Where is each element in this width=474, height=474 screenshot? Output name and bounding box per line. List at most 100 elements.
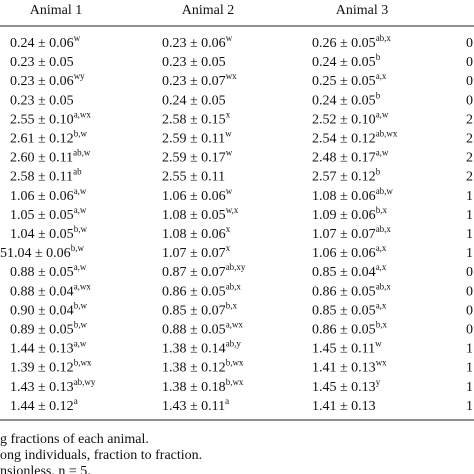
cell-value: 2.59 ± 0.11 [162, 132, 225, 147]
cell-superscript: a,w [74, 205, 87, 215]
table-cell: 0.24 ± 0.05 [162, 94, 226, 109]
table-cell: 2 [466, 151, 473, 166]
column-header: Animal 1 [30, 3, 83, 18]
column-header: Animal 2 [182, 3, 235, 18]
table-cell: 1.07 ± 0.07x [162, 243, 231, 261]
cell-value: 2 [466, 113, 473, 128]
table-cell: 2.55 ± 0.11 [162, 170, 225, 185]
table-cell: 1 [466, 246, 473, 261]
cell-value: 0 [466, 304, 473, 319]
cell-superscript: a,x [376, 71, 387, 81]
table-cell: 1.38 ± 0.14ab,y [162, 339, 241, 357]
table-cell: 0.85 ± 0.07b,x [162, 300, 237, 318]
table-cell: 0 [466, 304, 473, 319]
cell-value: 2.48 ± 0.17 [312, 151, 376, 166]
cell-value: 0.24 ± 0.06 [10, 36, 74, 51]
cell-superscript: ab,x [376, 281, 392, 291]
cell-value: 0.88 ± 0.05 [162, 323, 226, 338]
table-cell: 0.86 ± 0.05b,x [312, 320, 387, 338]
cell-value: 2.57 ± 0.12 [312, 170, 376, 185]
cell-superscript: ab,wx [376, 129, 398, 139]
cell-superscript: ab,x [376, 224, 392, 234]
table-cell: 0 [466, 265, 473, 280]
cell-value: 1.06 ± 0.06 [162, 189, 226, 204]
table-cell: 0.87 ± 0.07ab,xy [162, 262, 246, 280]
table-cell: 0.23 ± 0.05 [10, 55, 74, 70]
cell-value: 1 [466, 189, 473, 204]
table-cell: 1.41 ± 0.13wx [312, 358, 387, 376]
cell-value: 1.44 ± 0.13 [10, 342, 74, 357]
table-cell: 1.45 ± 0.13y [312, 377, 381, 395]
cell-value: 0 [466, 285, 473, 300]
table-cell: 0.23 ± 0.05 [10, 94, 74, 109]
cell-value: 2 [466, 170, 473, 185]
cell-value: 0.24 ± 0.05 [312, 94, 376, 109]
cell-value: 2.59 ± 0.17 [162, 151, 226, 166]
cell-superscript: b,w [74, 129, 88, 139]
table-cell: 0 [466, 55, 473, 70]
table-cell: 1.09 ± 0.06b,x [312, 205, 387, 223]
cell-superscript: b,wx [226, 377, 244, 387]
cell-value: 2.55 ± 0.11 [162, 170, 225, 185]
cell-superscript: x [226, 224, 231, 234]
cell-value: 1.07 ± 0.07 [162, 246, 226, 261]
cell-value: 0.23 ± 0.05 [162, 55, 226, 70]
footnote: nsionless. n = 5. [0, 464, 91, 474]
cell-value: 0.86 ± 0.05 [312, 285, 376, 300]
cell-superscript: a,wx [74, 281, 92, 291]
cell-value: 0 [466, 36, 473, 51]
cell-superscript: b,x [226, 300, 238, 310]
cell-superscript: ab,wy [74, 377, 96, 387]
cell-superscript: w [74, 33, 81, 43]
table-cell: 1 [466, 189, 473, 204]
table-cell: 1.05 ± 0.05a,w [10, 205, 87, 223]
table-cell: 0.88 ± 0.05a,wx [162, 320, 243, 338]
cell-superscript: x [226, 109, 231, 119]
cell-value: 1.08 ± 0.06 [162, 227, 226, 242]
table-cell: 0.23 ± 0.06wy [10, 71, 85, 89]
cell-value: 1 [466, 342, 473, 357]
cell-value: 2.52 ± 0.10 [312, 113, 376, 128]
cell-value: 1 [466, 227, 473, 242]
cell-value: 0.88 ± 0.04 [10, 285, 74, 300]
cell-superscript: b,wx [74, 358, 92, 368]
cell-value: 1.08 ± 0.05 [162, 208, 226, 223]
cell-value: 1.05 ± 0.05 [10, 208, 74, 223]
table-cell: 2.48 ± 0.17a,w [312, 148, 389, 166]
cell-value: 1.06 ± 0.06 [312, 246, 376, 261]
cell-value: 0 [466, 323, 473, 338]
cell-superscript: ab [73, 167, 82, 177]
cell-value: 1 [466, 361, 473, 376]
cell-superscript: wy [74, 71, 85, 81]
cell-value: 1.43 ± 0.11 [162, 399, 225, 414]
cell-value: 0.85 ± 0.05 [312, 304, 376, 319]
cell-value: 0.88 ± 0.05 [10, 265, 74, 280]
table-cell: 1.06 ± 0.06a,x [312, 243, 387, 261]
cell-value: 0.23 ± 0.07 [162, 74, 226, 89]
table-cell: 2.57 ± 0.12b [312, 167, 381, 185]
cell-value: 1.41 ± 0.13 [312, 361, 376, 376]
table-cell: 1.45 ± 0.11w [312, 339, 382, 357]
cell-superscript: a,w [74, 339, 87, 349]
table-cell: 1.04 ± 0.05b,w [10, 224, 87, 242]
table-cell: 0.25 ± 0.05a,x [312, 71, 387, 89]
table-cell: 2.58 ± 0.15x [162, 109, 231, 127]
cell-superscript: w [226, 148, 233, 158]
cell-superscript: b,x [376, 205, 388, 215]
cell-value: 1.38 ± 0.12 [162, 361, 226, 376]
cell-value: 0.23 ± 0.05 [10, 55, 74, 70]
column-header: Animal 3 [336, 3, 389, 18]
cell-value: 2.58 ± 0.15 [162, 113, 226, 128]
table-cell: 1.08 ± 0.05w,x [162, 205, 239, 223]
table-cell: 2.54 ± 0.12ab,wx [312, 129, 398, 147]
cell-superscript: ab,y [226, 339, 242, 349]
cell-superscript: b,w [74, 320, 88, 330]
cell-value: 1.41 ± 0.13 [312, 399, 376, 414]
table-cell: 0.23 ± 0.06w [162, 33, 233, 51]
cell-value: 0.89 ± 0.05 [10, 323, 74, 338]
cell-value: 1.38 ± 0.18 [162, 380, 226, 395]
table-cell: 1.06 ± 0.06w [162, 186, 233, 204]
table-cell: 2 [466, 170, 473, 185]
cell-value: 2.60 ± 0.11 [10, 151, 73, 166]
cell-superscript: b,wx [226, 358, 244, 368]
